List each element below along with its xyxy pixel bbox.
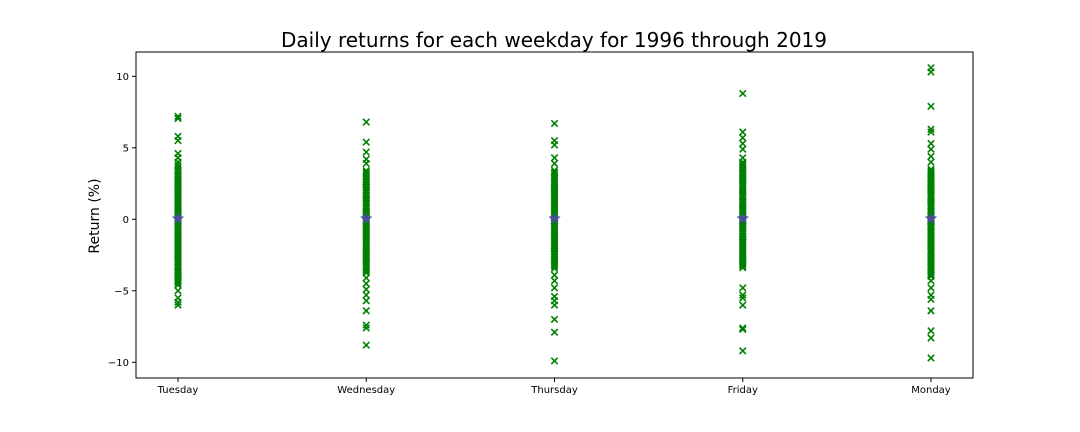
data-point-wednesday xyxy=(362,118,371,126)
data-point-tuesday xyxy=(174,287,182,295)
mean-marker-friday xyxy=(736,212,749,224)
data-point-thursday xyxy=(550,277,559,285)
data-point-wednesday xyxy=(362,297,371,305)
y-axis-label: Return (%) xyxy=(87,178,103,253)
data-point-wednesday xyxy=(362,267,371,276)
data-point-friday xyxy=(738,284,747,292)
data-point-thursday xyxy=(550,264,559,273)
data-point-friday xyxy=(738,262,747,270)
data-point-tuesday xyxy=(174,114,182,123)
data-point-thursday xyxy=(550,159,559,168)
mean-marker-tuesday xyxy=(171,212,185,224)
data-point-wednesday xyxy=(362,324,371,332)
data-point-wednesday xyxy=(362,291,371,299)
data-point-thursday xyxy=(550,262,559,271)
x-tick-label: Tuesday xyxy=(157,385,199,396)
data-point-tuesday xyxy=(174,279,182,288)
data-point-thursday xyxy=(550,271,559,279)
data-point-monday xyxy=(927,125,935,133)
data-point-monday xyxy=(927,145,935,153)
data-point-tuesday xyxy=(174,298,182,306)
data-point-thursday xyxy=(550,284,559,292)
data-point-monday xyxy=(927,158,935,166)
x-tick-label: Friday xyxy=(728,385,758,396)
data-point-wednesday xyxy=(362,321,371,329)
data-point-friday xyxy=(738,128,747,136)
data-point-monday xyxy=(927,139,935,148)
plot-marks xyxy=(171,63,938,365)
data-point-monday xyxy=(927,284,935,292)
data-point-friday xyxy=(738,291,747,299)
data-point-friday xyxy=(738,294,747,302)
x-tick-label: Monday xyxy=(911,385,951,396)
data-point-friday xyxy=(738,263,747,272)
mean-marker-thursday xyxy=(548,212,561,224)
chart-title: Daily returns for each weekday for 1996 … xyxy=(281,28,827,52)
data-point-monday xyxy=(927,354,935,362)
data-point-monday xyxy=(927,334,935,342)
data-point-tuesday xyxy=(174,281,182,289)
data-point-monday xyxy=(927,277,935,285)
data-point-wednesday xyxy=(362,285,371,294)
data-point-thursday xyxy=(550,154,559,162)
data-point-tuesday xyxy=(174,158,182,166)
data-point-tuesday xyxy=(174,301,182,309)
y-tick-label: 0 xyxy=(123,215,129,226)
data-point-monday xyxy=(927,270,935,279)
data-point-friday xyxy=(738,325,747,334)
x-tick-label: Thursday xyxy=(530,385,578,396)
data-point-thursday xyxy=(550,328,559,337)
data-point-wednesday xyxy=(362,138,371,146)
data-point-thursday xyxy=(550,357,559,365)
data-point-friday xyxy=(738,154,747,162)
data-point-monday xyxy=(927,102,935,111)
data-point-thursday xyxy=(550,141,559,149)
data-point-wednesday xyxy=(362,307,371,315)
data-point-friday xyxy=(738,301,747,309)
data-point-friday xyxy=(738,145,747,153)
data-point-tuesday xyxy=(174,136,182,145)
data-point-friday xyxy=(738,134,747,142)
y-tick-label: 5 xyxy=(123,143,129,154)
data-point-wednesday xyxy=(362,266,371,274)
data-point-thursday xyxy=(550,301,559,309)
data-point-monday xyxy=(927,128,935,136)
data-point-monday xyxy=(927,327,935,335)
data-point-thursday xyxy=(550,119,559,128)
mean-marker-monday xyxy=(924,212,938,224)
data-point-monday xyxy=(927,68,935,76)
data-point-wednesday xyxy=(362,148,371,156)
y-tick-label: −5 xyxy=(114,286,129,297)
data-point-wednesday xyxy=(362,159,371,168)
data-point-friday xyxy=(738,324,747,332)
data-point-monday xyxy=(927,295,935,304)
data-point-monday xyxy=(927,269,935,278)
data-point-wednesday xyxy=(362,341,371,349)
axes: 10 5 0 −5 −10 Tuesday Wednesday Thursday Friday M… xyxy=(108,51,974,396)
data-point-wednesday xyxy=(362,279,371,288)
data-point-friday xyxy=(738,139,747,148)
data-point-thursday xyxy=(550,315,559,324)
x-tick-label: Wednesday xyxy=(337,385,395,396)
data-point-tuesday xyxy=(174,161,182,169)
data-point-monday xyxy=(927,152,935,161)
y-tick-label: 10 xyxy=(116,72,129,83)
data-point-monday xyxy=(927,307,935,315)
data-point-friday xyxy=(738,347,747,355)
y-tick-label: −10 xyxy=(108,358,129,369)
data-point-friday xyxy=(738,89,747,98)
data-point-tuesday xyxy=(174,112,182,121)
mean-marker-wednesday xyxy=(360,212,373,224)
data-point-wednesday xyxy=(362,274,371,282)
